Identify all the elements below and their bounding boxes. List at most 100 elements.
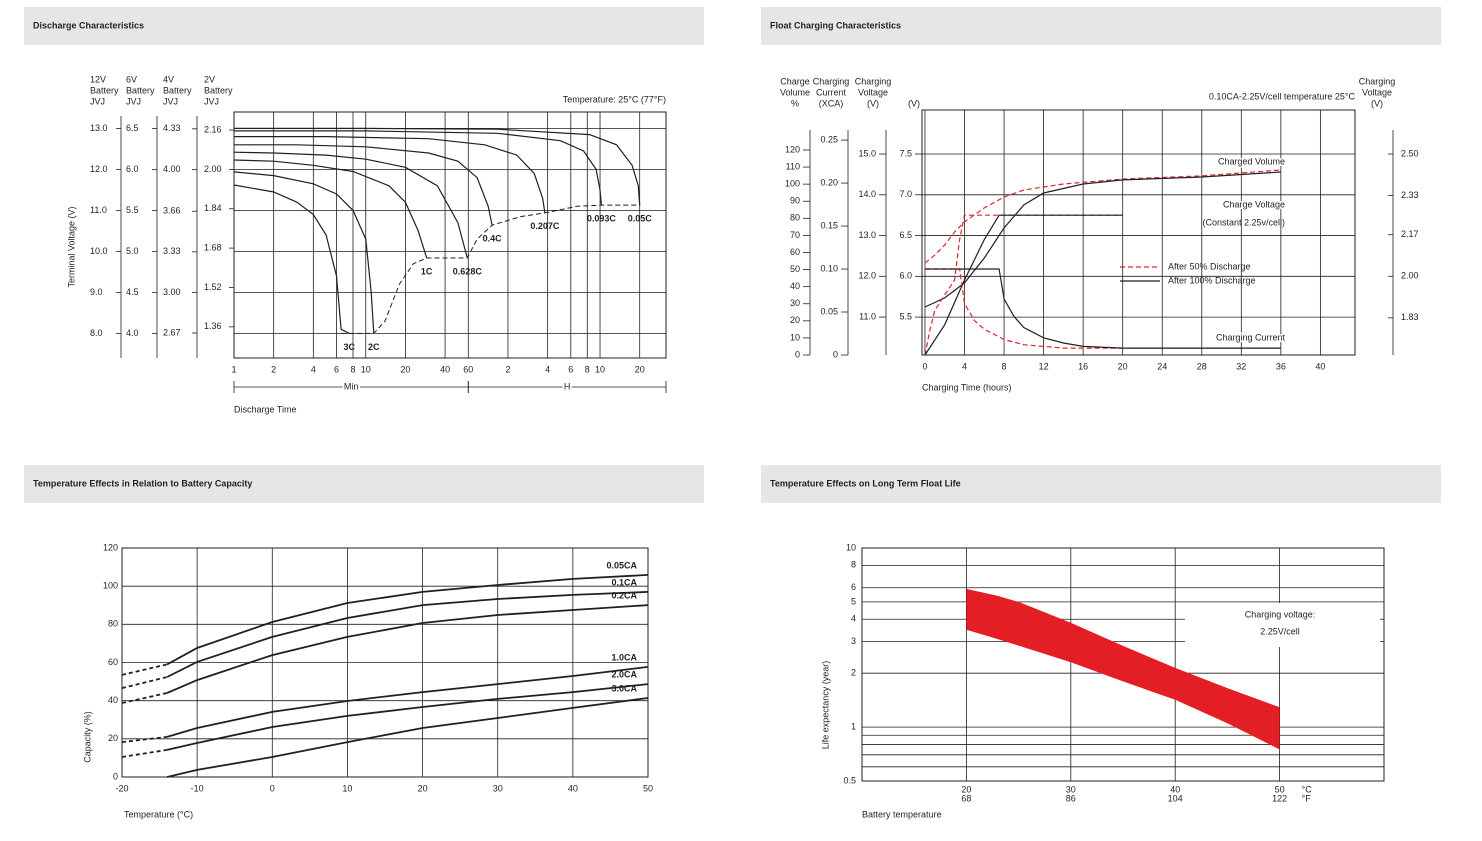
x-tick-label: 10 xyxy=(361,364,371,374)
section-header xyxy=(761,465,1441,503)
y-tick-label: 10.0 xyxy=(90,246,108,256)
x-tick-label: 20 xyxy=(961,784,971,794)
capacity-curve-extrapolated xyxy=(121,749,168,758)
y-tick-label: 2.16 xyxy=(204,124,222,134)
x-tick-label: 32 xyxy=(1236,361,1246,371)
y-tick-label: 12.0 xyxy=(858,271,876,281)
y-tick-label: 8 xyxy=(851,560,856,570)
capacity-curve-extrapolated xyxy=(121,736,168,743)
y-tick-label: 40 xyxy=(790,281,800,291)
x-tick-label: 28 xyxy=(1197,361,1207,371)
axis-header: 12V xyxy=(90,74,106,84)
curve xyxy=(924,171,1281,308)
y-tick-label: 9.0 xyxy=(90,287,103,297)
x-axis-title: Temperature (°C) xyxy=(124,809,193,819)
y-tick-label: 2.50 xyxy=(1401,148,1419,158)
y-tick-label: 4.0 xyxy=(126,328,139,338)
x-tick-label: -20 xyxy=(115,783,128,793)
y-tick-label: 1.52 xyxy=(204,282,222,292)
curve xyxy=(925,268,1281,349)
y-tick-label: 90 xyxy=(790,196,800,206)
x-tick-label: 0 xyxy=(922,361,927,371)
axis-header: JVJ xyxy=(126,96,141,106)
y-tick-label: 20 xyxy=(790,315,800,325)
x-tick-label: 10 xyxy=(595,364,605,374)
y-tick-label: 80 xyxy=(790,213,800,223)
x-tick-label: 6 xyxy=(334,364,339,374)
y-tick-label: 2.00 xyxy=(204,164,222,174)
section-title: Temperature Effects on Long Term Float L… xyxy=(770,478,961,488)
curve-note: (Constant 2.25v/cell) xyxy=(1202,218,1285,228)
axis-header: (V) xyxy=(867,98,879,108)
axis-header: JVJ xyxy=(90,96,105,106)
x-tick-label: 4 xyxy=(962,361,967,371)
y-tick-label: 1.36 xyxy=(204,321,222,331)
y-tick-label: 6.5 xyxy=(126,123,139,133)
y-tick-label: 6 xyxy=(851,582,856,592)
y-tick-label: 14.0 xyxy=(858,189,876,199)
end-voltage-curve xyxy=(341,204,640,334)
x-tick-label: -10 xyxy=(191,783,204,793)
axis-header: Charge xyxy=(780,76,810,86)
y-tick-label: 3.33 xyxy=(163,246,181,256)
y-tick-label: 2 xyxy=(851,668,856,678)
section-title: Temperature Effects in Relation to Batte… xyxy=(33,478,252,488)
curve-label: 1C xyxy=(421,266,433,276)
y-tick-label: 0.05 xyxy=(820,306,838,316)
x-tick-label: 12 xyxy=(1039,361,1049,371)
curve-label: 0.207C xyxy=(530,221,560,231)
curve-label: 3C xyxy=(344,342,356,352)
capacity-curve-extrapolated xyxy=(121,676,168,689)
axis-header: JVJ xyxy=(204,96,219,106)
x-tick-label: 40 xyxy=(1170,784,1180,794)
y-tick-label: 11.0 xyxy=(859,311,876,321)
section-header xyxy=(761,7,1441,45)
y-tick-label: 6.0 xyxy=(126,164,139,174)
discharge-curve xyxy=(233,171,375,334)
curve-label: 0.05CA xyxy=(606,560,637,570)
curve-label: 0.2CA xyxy=(611,590,637,600)
x-group-label: Min xyxy=(344,381,359,391)
capacity-curve xyxy=(166,697,649,778)
discharge-curve xyxy=(234,144,493,226)
y-tick-label: 3 xyxy=(851,636,856,646)
capacity-curve xyxy=(166,574,649,666)
y-tick-label: 5.0 xyxy=(126,246,139,256)
y-tick-label: 40 xyxy=(108,695,118,705)
x-tick-label: 8 xyxy=(1002,361,1007,371)
x-tick-label: 24 xyxy=(1157,361,1167,371)
curve-label: 1.0CA xyxy=(611,652,637,662)
curve xyxy=(924,214,1123,356)
y-tick-label: 0.5 xyxy=(843,775,856,785)
axis-header: % xyxy=(791,98,799,108)
x-tick-label: 50 xyxy=(643,783,653,793)
x-tick-label: 36 xyxy=(1276,361,1286,371)
y-tick-label: 6.5 xyxy=(899,230,912,240)
y-tick-label: 11.0 xyxy=(90,205,107,215)
y-tick-label: 3.66 xyxy=(163,206,181,216)
x-tick-label: 16 xyxy=(1078,361,1088,371)
x-tick-label: 20 xyxy=(400,364,410,374)
y-tick-label: 4.00 xyxy=(163,164,181,174)
y-tick-label: 7.5 xyxy=(899,148,912,158)
capacity-curve xyxy=(166,604,649,694)
discharge-curve xyxy=(234,136,546,213)
capacity-curve-extrapolated xyxy=(121,692,168,704)
x-tick-label: 20 xyxy=(1118,361,1128,371)
curve-label: 0.093C xyxy=(587,213,617,223)
capacity-curve xyxy=(166,683,649,751)
y-axis-title: Life expectancy (year) xyxy=(820,661,830,750)
y-tick-label: 4.33 xyxy=(163,123,181,133)
y-tick-label: 4 xyxy=(851,614,856,624)
y-tick-label: 13.0 xyxy=(858,230,876,240)
x-tick-label: 40 xyxy=(568,783,578,793)
y-tick-label: 12.0 xyxy=(90,164,108,174)
curve-label: 0.1CA xyxy=(611,577,637,587)
capacity-curve-extrapolated xyxy=(121,663,168,676)
axis-header: 4V xyxy=(163,74,174,84)
y-tick-label: 6.0 xyxy=(899,271,912,281)
plot-area xyxy=(233,111,667,359)
x-tick-label: 4 xyxy=(545,364,550,374)
annotation: Charging voltage: xyxy=(1245,609,1316,619)
